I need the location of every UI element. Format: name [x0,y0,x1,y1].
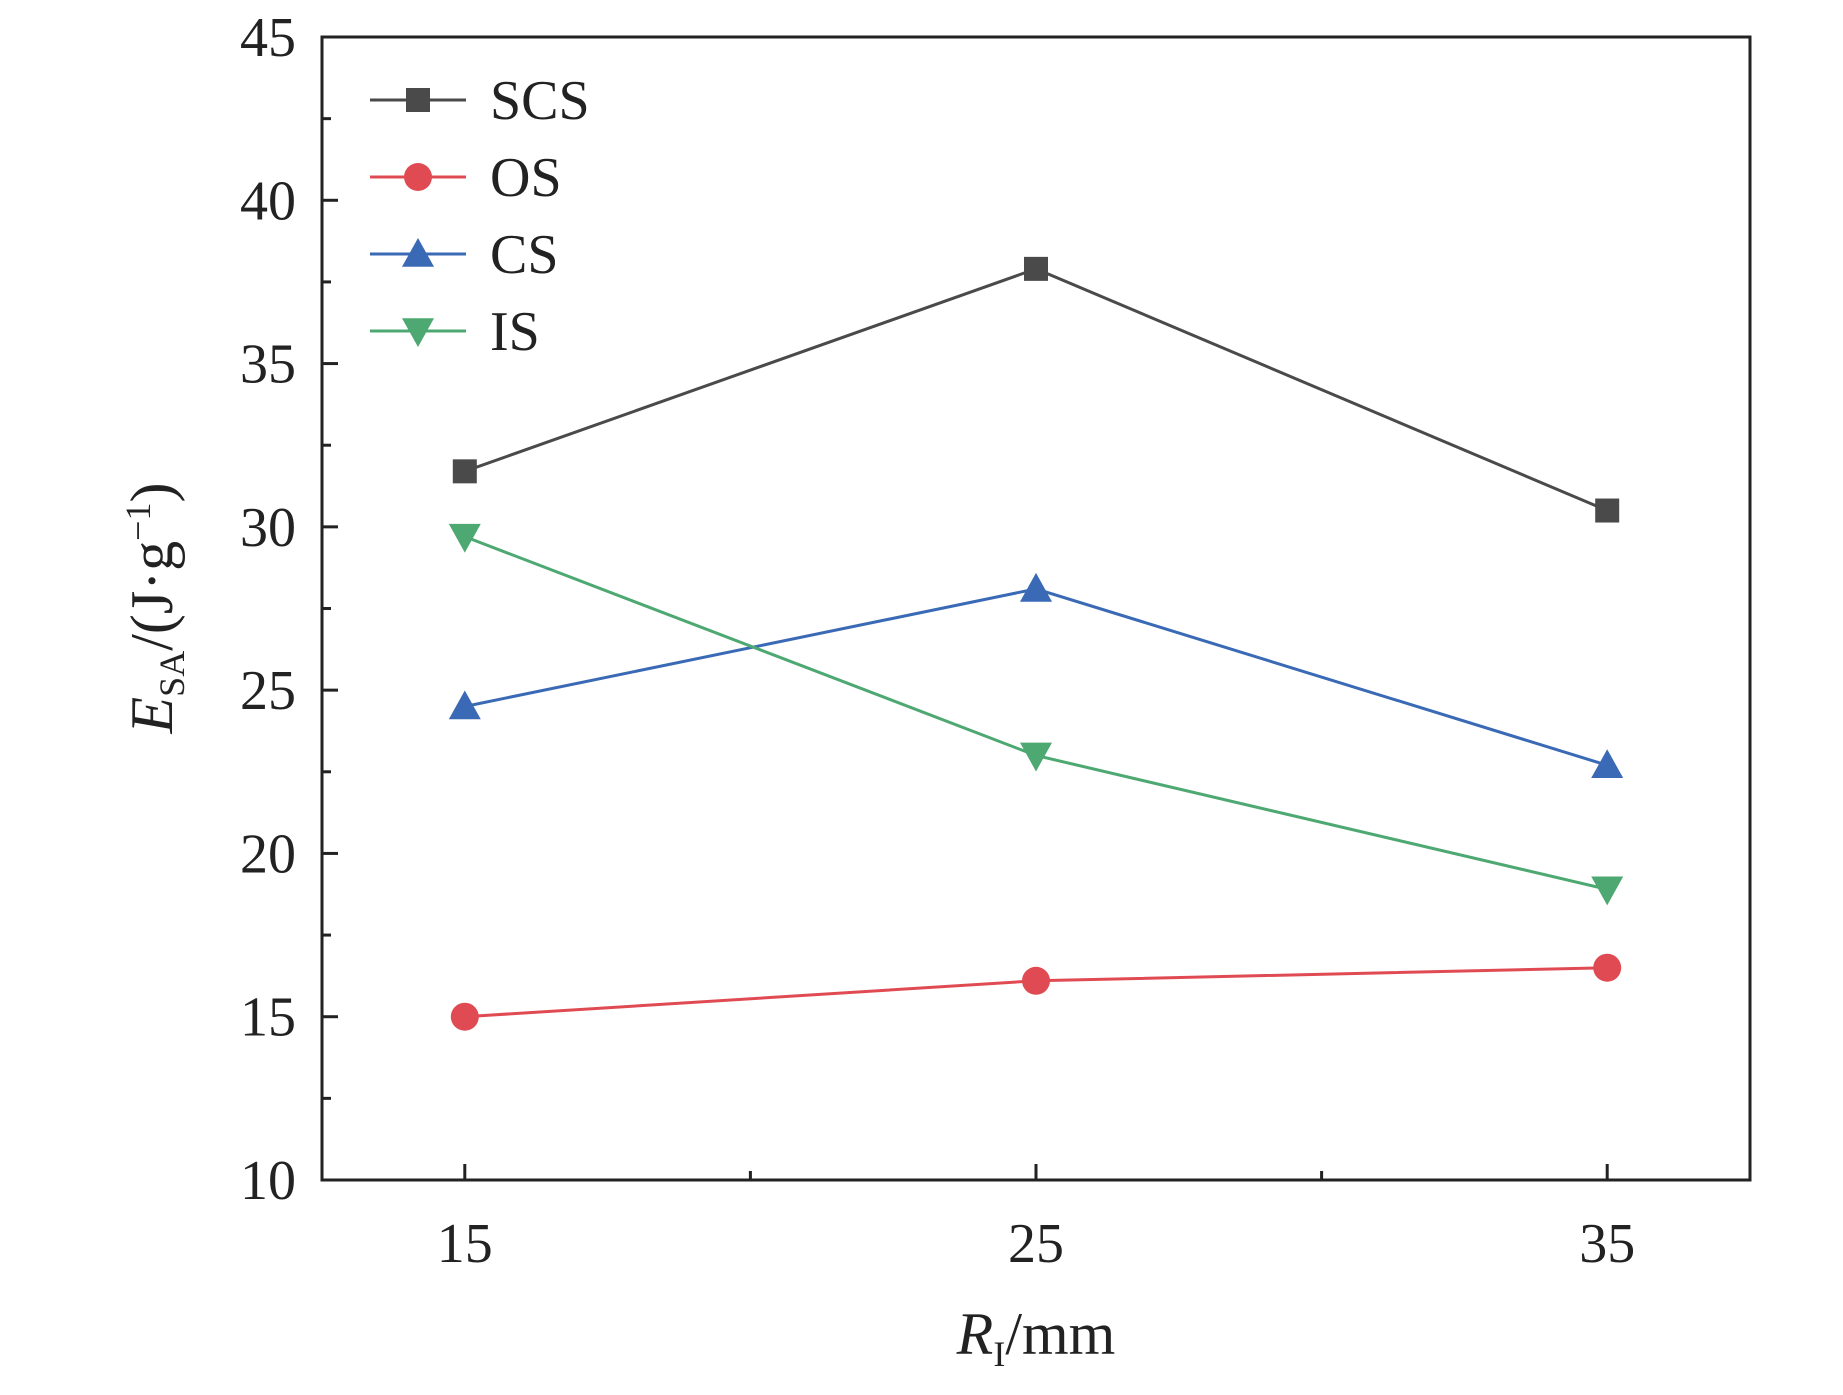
y-tick-label: 45 [240,7,296,69]
legend-item-scs: SCS [370,70,590,132]
data-point-scs [452,459,477,484]
x-tick-label: 25 [1008,1213,1064,1275]
legend-label-scs: SCS [490,70,590,132]
y-axis-unit: /(J·g [119,541,185,651]
y-axis-unit-exp: −1 [118,503,158,541]
legend-label-is: IS [490,301,540,363]
data-point-os [1022,966,1050,995]
y-axis-var: E [119,697,185,735]
x-axis-unit: /mm [1005,1301,1115,1367]
data-point-is [448,523,481,553]
y-tick-label: 25 [240,660,296,722]
x-tick-label: 15 [437,1213,493,1275]
y-tick-label: 10 [240,1150,296,1212]
ticks-layer: 10 15 20 25 30 35 40 45 15 25 35 [240,7,1635,1275]
data-point-cs [1591,749,1624,779]
data-point-os [1593,953,1622,982]
x-axis-sub: I [993,1334,1005,1374]
legend-label-os: OS [490,147,562,209]
y-tick-label: 15 [240,987,296,1049]
series-line-scs [464,267,1608,512]
data-point-scs [1595,498,1620,523]
series-is [448,523,1624,906]
x-tick-label: 35 [1579,1213,1635,1275]
legend-item-os: OS [370,147,562,209]
data-point-is [1020,742,1052,772]
data-point-cs [448,690,481,720]
y-axis-sub: SA [152,651,192,697]
series-line-cs [464,587,1608,767]
series-layer [448,256,1624,1031]
plot-frame [320,35,1752,1182]
y-axis-title: ESA/(J·g−1) [118,483,192,735]
y-tick-label: 35 [240,334,296,396]
legend-marker-os [404,163,432,191]
x-axis-var: R [956,1301,994,1367]
series-cs [448,572,1624,779]
y-axis-unit-close: ) [119,483,185,503]
y-tick-label: 40 [240,170,296,232]
legend-label-cs: CS [490,224,559,286]
y-tick-label: 20 [240,823,296,885]
data-point-cs [1020,572,1052,602]
x-axis-title: RI/mm [956,1301,1116,1374]
legend-marker-cs [402,238,434,267]
y-tick-label: 30 [240,497,296,559]
series-os [450,953,1622,1031]
legend-item-cs: CS [370,224,559,286]
legend: SCS OS CS IS [370,70,590,363]
data-point-scs [1024,256,1048,281]
legend-item-is: IS [370,301,540,363]
series-scs [452,256,1620,523]
data-point-os [450,1002,479,1031]
legend-marker-scs [406,88,430,112]
data-point-is [1591,876,1624,906]
legend-marker-is [402,318,434,347]
